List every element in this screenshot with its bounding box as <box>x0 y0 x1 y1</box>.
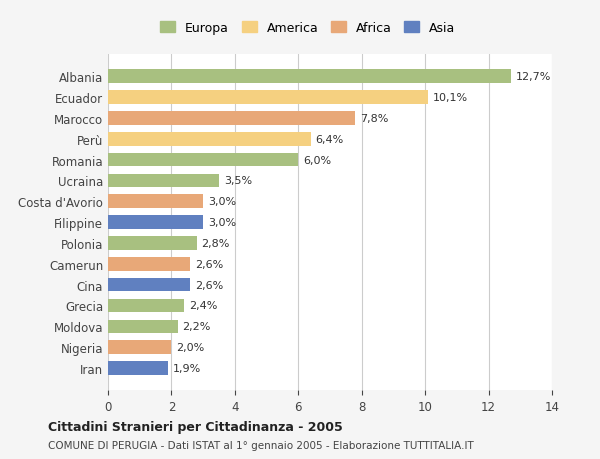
Bar <box>108 341 172 354</box>
Text: 2,0%: 2,0% <box>176 342 205 353</box>
Legend: Europa, America, Africa, Asia: Europa, America, Africa, Asia <box>157 18 459 38</box>
Bar <box>108 299 184 313</box>
Bar <box>108 195 203 208</box>
Text: COMUNE DI PERUGIA - Dati ISTAT al 1° gennaio 2005 - Elaborazione TUTTITALIA.IT: COMUNE DI PERUGIA - Dati ISTAT al 1° gen… <box>48 440 474 450</box>
Bar <box>108 153 298 167</box>
Bar <box>108 174 219 188</box>
Bar <box>108 257 190 271</box>
Text: 3,0%: 3,0% <box>208 218 236 228</box>
Text: 1,9%: 1,9% <box>173 363 201 373</box>
Bar <box>108 278 190 292</box>
Bar <box>108 361 168 375</box>
Text: 2,2%: 2,2% <box>182 322 211 331</box>
Text: 3,5%: 3,5% <box>224 176 252 186</box>
Bar <box>108 133 311 146</box>
Bar <box>108 91 428 105</box>
Bar <box>108 112 355 125</box>
Text: 10,1%: 10,1% <box>433 93 468 103</box>
Text: 12,7%: 12,7% <box>515 72 551 82</box>
Bar <box>108 216 203 230</box>
Bar <box>108 70 511 84</box>
Text: 2,4%: 2,4% <box>189 301 217 311</box>
Text: 2,6%: 2,6% <box>195 280 223 290</box>
Text: 6,4%: 6,4% <box>316 134 344 145</box>
Bar <box>108 237 197 250</box>
Bar <box>108 320 178 333</box>
Text: 2,8%: 2,8% <box>202 238 230 248</box>
Text: 2,6%: 2,6% <box>195 259 223 269</box>
Text: 3,0%: 3,0% <box>208 197 236 207</box>
Text: Cittadini Stranieri per Cittadinanza - 2005: Cittadini Stranieri per Cittadinanza - 2… <box>48 420 343 433</box>
Text: 6,0%: 6,0% <box>303 155 331 165</box>
Text: 7,8%: 7,8% <box>360 114 389 123</box>
